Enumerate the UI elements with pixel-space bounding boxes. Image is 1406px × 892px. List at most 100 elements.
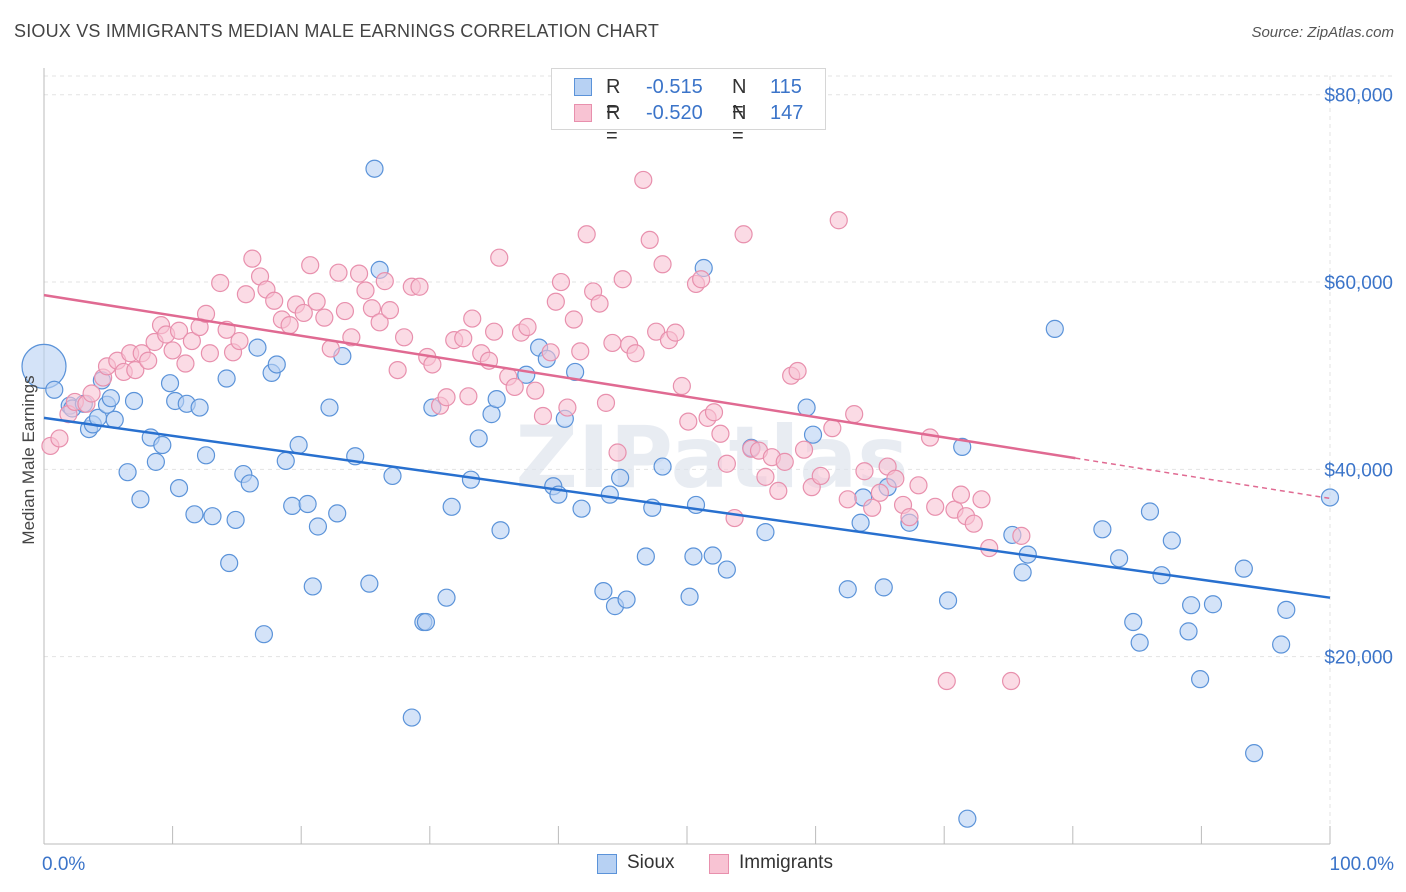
immigrants-point	[388, 360, 407, 380]
r-value: -0.515	[646, 76, 703, 98]
y-tick-label: $20,000	[1324, 648, 1393, 669]
immigrants-point	[788, 361, 807, 381]
sioux-point	[328, 504, 347, 523]
immigrants-point	[356, 281, 375, 300]
r-label: R =	[606, 102, 621, 147]
sioux-point	[703, 546, 722, 565]
sioux-point	[276, 451, 295, 471]
immigrants-point	[608, 443, 627, 462]
immigrants-point	[551, 272, 571, 292]
immigrants-point	[603, 333, 622, 353]
immigrants-point	[734, 225, 753, 244]
immigrants-point	[463, 309, 482, 328]
immigrants-point	[775, 452, 794, 471]
sioux-point	[1245, 744, 1264, 763]
r-label: R =	[606, 76, 621, 121]
immigrants-point	[126, 360, 145, 380]
sioux-point	[938, 591, 958, 610]
sioux-point	[600, 485, 619, 504]
immigrants-point	[964, 514, 983, 533]
sioux-point	[1109, 549, 1129, 568]
immigrants-point	[590, 294, 609, 313]
sioux-point	[153, 435, 172, 455]
immigrants-point	[613, 270, 632, 289]
immigrants-point	[845, 405, 864, 424]
immigrants-point	[863, 498, 882, 517]
legend-sioux-swatch	[597, 854, 617, 874]
immigrants-point	[571, 342, 590, 361]
axis-labels: $20,000 $40,000 $60,000 $80,000 0.0% 100.0% Me…	[19, 86, 1394, 875]
immigrants-point	[485, 322, 504, 341]
immigrants-point	[265, 291, 284, 310]
immigrants-point	[362, 299, 382, 318]
sioux-point	[803, 425, 823, 444]
immigrants-point	[666, 323, 685, 342]
sioux-point	[298, 494, 317, 514]
sioux-point	[442, 497, 461, 516]
immigrants-point	[725, 508, 744, 528]
sioux-point	[118, 463, 137, 482]
sioux-point	[226, 510, 245, 530]
sioux-point	[289, 435, 308, 455]
immigrants-point	[596, 393, 616, 412]
sioux-point	[487, 390, 506, 409]
y-axis-title: Median Male Earnings	[19, 375, 38, 544]
sioux-point	[566, 362, 585, 382]
immigrants-point	[640, 230, 659, 250]
immigrants-point	[704, 403, 724, 422]
immigrants-point	[920, 428, 940, 447]
immigrants-point	[335, 301, 355, 321]
x-tick-label: 100.0%	[1330, 854, 1395, 875]
sioux-point	[1182, 596, 1201, 615]
sioux-point	[360, 574, 379, 593]
sioux-point	[717, 560, 736, 579]
sioux-point	[267, 355, 286, 374]
immigrants-point	[711, 424, 730, 443]
sioux-point	[1203, 595, 1223, 614]
immigrants-point	[518, 317, 537, 337]
sioux-point	[469, 429, 488, 448]
sioux-point	[320, 398, 339, 417]
immigrants-point	[769, 481, 788, 501]
sioux-point	[611, 468, 630, 487]
immigrants-point	[375, 272, 394, 291]
immigrants-point	[454, 329, 473, 348]
sioux-trend-line	[43, 416, 1331, 599]
sioux-point	[365, 159, 384, 178]
immigrants-point	[50, 429, 69, 448]
sioux-point	[756, 523, 775, 542]
sioux-point	[1140, 502, 1160, 521]
legend-sioux-label: Sioux	[627, 852, 675, 873]
immigrants-point	[756, 467, 775, 486]
sioux-point	[437, 588, 456, 607]
n-value: 115	[770, 76, 802, 98]
immigrants-point	[307, 292, 326, 311]
immigrants-point	[577, 225, 596, 244]
n-label: N =	[732, 76, 747, 121]
sioux-point	[1272, 635, 1291, 654]
immigrants-point	[626, 344, 645, 363]
sioux-point	[958, 809, 977, 828]
immigrants-point	[653, 255, 672, 274]
immigrants-point	[564, 310, 583, 329]
immigrants-point	[182, 331, 201, 351]
sioux-point	[1320, 488, 1340, 507]
sioux-point	[1013, 563, 1032, 582]
immigrants-point	[855, 462, 874, 481]
immigrants-point	[870, 483, 890, 502]
immigrants-point	[169, 321, 189, 340]
immigrants-point	[301, 256, 320, 275]
sioux-point	[874, 578, 893, 597]
sioux-point	[21, 343, 67, 389]
x-tick-label: 0.0%	[42, 854, 85, 875]
sioux-point	[1234, 559, 1253, 578]
sioux-point	[146, 452, 165, 471]
trend-lines	[43, 293, 1331, 599]
n-value: 147	[770, 102, 804, 124]
immigrants-point	[82, 384, 101, 403]
immigrants-point	[1001, 671, 1021, 691]
sioux-point	[838, 580, 857, 599]
sioux-point	[1191, 670, 1210, 689]
sioux-point	[491, 521, 510, 540]
